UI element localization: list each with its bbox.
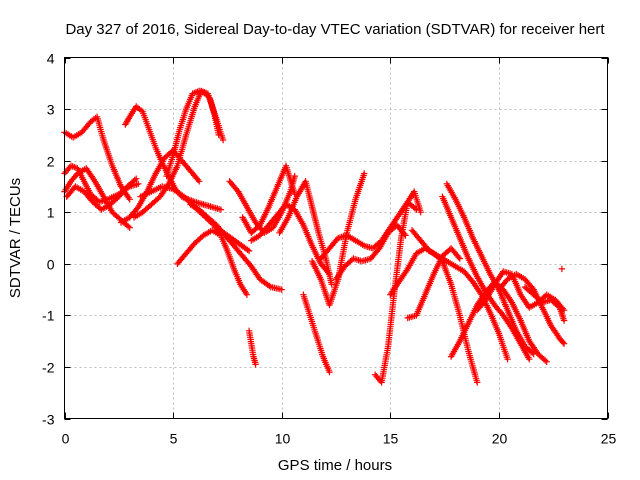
data-point-markers bbox=[187, 201, 285, 293]
x-tick-label: 10 bbox=[275, 431, 291, 447]
y-tick-label: 1 bbox=[47, 205, 55, 221]
data-point-markers bbox=[63, 175, 140, 213]
y-tick-label: -2 bbox=[42, 360, 55, 376]
data-point-markers bbox=[558, 265, 566, 273]
data-point-markers bbox=[300, 291, 333, 376]
y-tick-label: 3 bbox=[47, 102, 55, 118]
series-arc-h bbox=[163, 87, 222, 180]
y-tick-label: 4 bbox=[47, 51, 55, 67]
data-point-markers bbox=[408, 227, 511, 363]
data-point-markers bbox=[332, 221, 409, 283]
series-arc-w bbox=[408, 227, 511, 363]
series-arc-t bbox=[332, 221, 409, 283]
x-axis-label: GPS time / hours bbox=[278, 457, 392, 474]
series-arc-d bbox=[63, 175, 140, 213]
x-tick-label: 5 bbox=[170, 431, 178, 447]
data-point-markers bbox=[163, 87, 222, 180]
series-arc-o bbox=[276, 178, 335, 288]
y-tick-label: -1 bbox=[42, 308, 55, 324]
series-arc-ad bbox=[521, 283, 568, 324]
series-arc-x bbox=[404, 245, 463, 322]
y-tick-label: 2 bbox=[47, 154, 55, 170]
series-arc-m bbox=[239, 162, 298, 236]
data-points bbox=[61, 87, 568, 386]
data-point-markers bbox=[521, 283, 568, 324]
series-arc-ae bbox=[558, 265, 566, 273]
y-axis-label: SDTVAR / TECUs bbox=[7, 178, 24, 298]
x-tick-label: 25 bbox=[601, 431, 617, 447]
data-point-markers bbox=[245, 327, 259, 368]
data-point-markers bbox=[276, 178, 335, 288]
plot-frame bbox=[64, 57, 608, 419]
y-tick-label: -3 bbox=[42, 412, 55, 428]
y-tick-label: 0 bbox=[47, 257, 55, 273]
data-point-markers bbox=[443, 180, 537, 358]
x-tick-label: 20 bbox=[492, 431, 508, 447]
data-point-markers bbox=[174, 227, 251, 298]
data-point-markers bbox=[474, 268, 568, 314]
series-arc-ab bbox=[474, 268, 568, 314]
chart-title: Day 327 of 2016, Sidereal Day-to-day VTE… bbox=[65, 21, 605, 38]
series-arc-p bbox=[245, 327, 259, 368]
series-arc-k bbox=[187, 201, 285, 293]
series-arc-j bbox=[174, 227, 251, 298]
data-point-markers bbox=[404, 245, 463, 322]
series-arc-q bbox=[300, 291, 333, 376]
x-tick-label: 0 bbox=[62, 431, 70, 447]
axis-ticks: 0 5 10 15 20 25 -3 -2 -1 0 1 2 3 4 bbox=[42, 51, 616, 447]
data-point-markers bbox=[239, 162, 298, 236]
series-arc-z bbox=[443, 180, 537, 358]
grid bbox=[64, 57, 608, 419]
x-tick-label: 15 bbox=[383, 431, 399, 447]
